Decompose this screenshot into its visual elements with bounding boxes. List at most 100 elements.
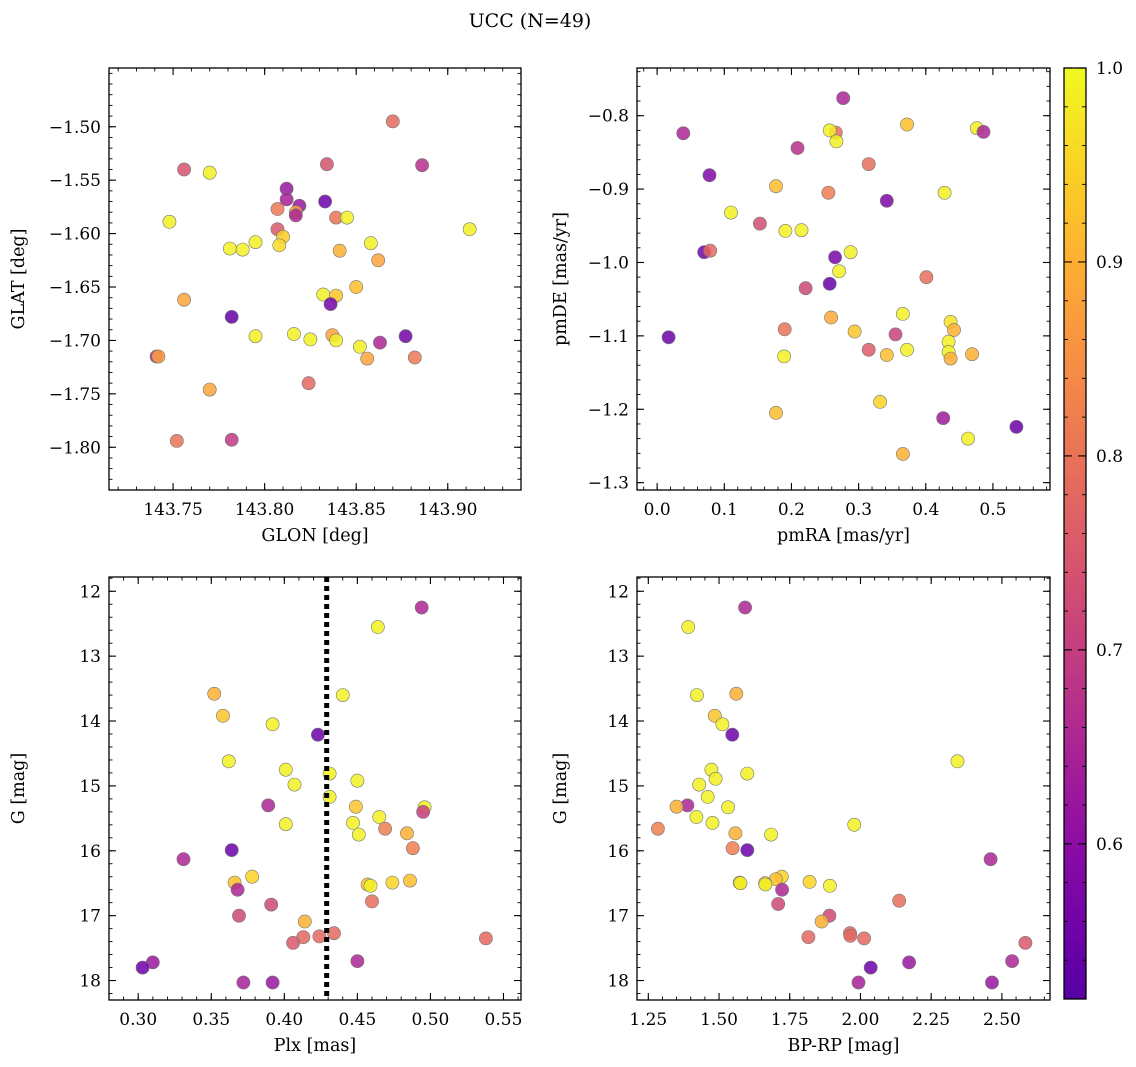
scatter-point	[896, 306, 910, 321]
scatter-point	[703, 243, 718, 258]
scatter-point	[462, 222, 477, 237]
scatter-point	[681, 620, 696, 634]
y-tick-label: 13	[79, 647, 101, 667]
scatter-point	[318, 194, 332, 209]
y-tick-label: −1.2	[588, 400, 629, 420]
scatter-point	[738, 600, 752, 615]
scatter-point	[310, 727, 325, 742]
scatter-point	[248, 235, 263, 249]
scatter-point	[323, 297, 338, 311]
scatter-point	[372, 810, 387, 824]
scatter-point	[350, 954, 365, 968]
colorbar-gradient	[1064, 68, 1086, 999]
scatter-point	[176, 852, 191, 867]
x-tick-label: 0.1	[711, 500, 738, 520]
scatter-point	[363, 878, 378, 893]
y-tick-label: 12	[79, 582, 101, 602]
scatter-point	[400, 826, 414, 841]
scatter-point	[715, 717, 730, 732]
y-tick-label: 12	[607, 582, 629, 602]
scatter-point	[272, 238, 287, 253]
scatter-point	[365, 894, 379, 909]
scatter-point	[725, 727, 740, 742]
scatter-point	[202, 382, 217, 397]
scatter-point	[385, 875, 400, 890]
scatter-point	[169, 433, 184, 448]
colorbar-tick-label: 1.0	[1096, 59, 1123, 79]
x-tick-label: 0.30	[119, 1010, 157, 1030]
scatter-point	[823, 878, 837, 893]
scatter-point	[900, 117, 914, 132]
scatter-point	[790, 141, 805, 155]
x-tick-label: 1.25	[629, 1010, 667, 1030]
y-tick-label: 18	[79, 972, 101, 992]
y-tick-label: 16	[607, 842, 629, 862]
scatter-point	[235, 242, 250, 257]
panel-pmra-pmde: 0.0 0.1 0.2 0.3 0.4 0.5 −1.3 −1.2 −1.1 −1.0 −0.9 −0…	[551, 67, 1051, 546]
y-tick-label: 13	[607, 647, 629, 667]
axes-frame	[636, 67, 1051, 491]
scatter-point	[892, 893, 907, 908]
scatter-point	[265, 975, 280, 990]
colorbar: 0.6 0.7 0.8 0.9 1.0	[1063, 59, 1123, 1000]
scatter-point	[937, 185, 952, 200]
scatter-point	[758, 877, 773, 892]
scatter-point	[669, 799, 684, 814]
scatter-point	[690, 688, 704, 702]
figure-title: UCC (N=49)	[469, 10, 592, 32]
y-tick-label: −1.3	[588, 474, 629, 494]
scatter-point	[879, 193, 894, 208]
y-tick-label: −0.9	[588, 180, 629, 200]
scatter-point	[879, 348, 894, 362]
y-tick-label: −0.8	[588, 107, 629, 127]
x-tick-label: 2.00	[842, 1010, 880, 1030]
scatter-point	[478, 931, 493, 946]
scatter-point	[661, 330, 676, 345]
y-axis-label: pmDE [mas/yr]	[551, 212, 571, 346]
scatter-point	[327, 926, 341, 941]
scatter-point	[363, 236, 378, 251]
scatter-point	[943, 351, 958, 366]
scatter-point	[385, 114, 400, 129]
scatter-point	[802, 875, 817, 889]
scatter-point	[950, 754, 965, 769]
scatter-point	[207, 686, 222, 701]
scatter-point	[947, 323, 961, 337]
scatter-point	[248, 329, 263, 344]
scatter-point	[360, 351, 375, 366]
scatter-point	[843, 928, 858, 943]
scatter-point	[740, 843, 755, 857]
scatter-point	[279, 192, 294, 207]
scatter-points	[135, 600, 493, 990]
scatter-point	[373, 335, 387, 350]
scatter-point	[332, 243, 347, 258]
scatter-point	[151, 349, 166, 364]
scatter-point	[350, 773, 365, 788]
scatter-point	[312, 929, 327, 944]
scatter-point	[983, 852, 998, 867]
scatter-point	[349, 280, 364, 294]
scatter-point	[236, 975, 251, 990]
scatter-point	[265, 717, 280, 732]
scatter-point	[902, 955, 916, 970]
scatter-point	[724, 205, 738, 220]
y-tick-label: 15	[607, 777, 629, 797]
scatter-point	[976, 124, 991, 139]
scatter-point	[407, 350, 422, 365]
y-tick-label: −1.55	[49, 171, 101, 191]
scatter-point	[777, 322, 792, 337]
scatter-point	[936, 411, 951, 425]
scatter-point	[224, 432, 239, 447]
axes-frame	[636, 576, 1051, 1001]
scatter-point	[288, 208, 303, 223]
x-tick-label: 0.0	[644, 500, 671, 520]
scatter-point	[348, 799, 363, 814]
y-tick-label: −1.65	[49, 278, 101, 298]
scatter-point	[378, 821, 392, 836]
scatter-point	[769, 179, 783, 194]
scatter-point	[398, 329, 413, 344]
x-tick-label: 0.5	[979, 500, 1006, 520]
scatter-point	[965, 347, 979, 362]
scatter-point	[301, 376, 316, 391]
